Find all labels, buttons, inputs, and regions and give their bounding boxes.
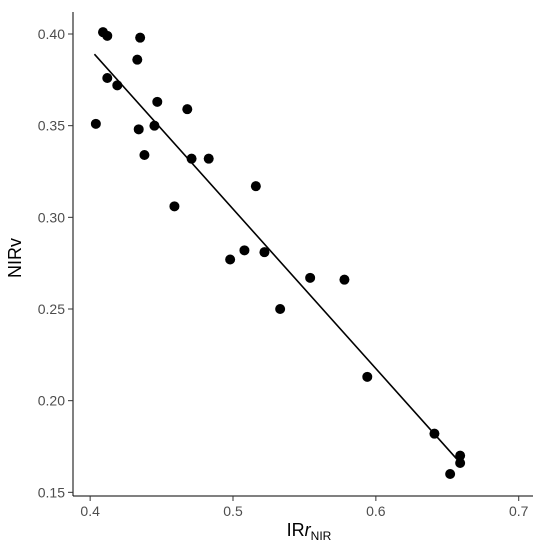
axes — [72, 12, 533, 497]
x-tick-label: 0.5 — [223, 503, 243, 519]
x-tick-label: 0.6 — [366, 503, 386, 519]
data-point — [112, 80, 123, 91]
regression-line-group — [93, 53, 460, 462]
data-point — [152, 96, 163, 107]
data-point — [250, 181, 261, 192]
y-tick-label: 0.30 — [38, 209, 65, 225]
y-tick-label: 0.40 — [38, 26, 65, 42]
y-tick-label: 0.25 — [38, 301, 65, 317]
data-point — [139, 150, 150, 160]
data-point — [455, 450, 466, 461]
data-points — [90, 27, 466, 479]
data-point — [225, 254, 236, 265]
data-point — [182, 104, 193, 115]
data-point — [90, 118, 101, 129]
x-tick-label: 0.4 — [80, 503, 100, 519]
data-point — [362, 371, 373, 382]
data-point — [259, 247, 270, 258]
y-axis-title: NIRv — [5, 238, 25, 278]
data-point — [275, 304, 286, 314]
data-point — [133, 124, 144, 135]
data-point — [102, 73, 113, 83]
y-tick-label: 0.20 — [38, 393, 65, 409]
regression-line — [93, 53, 460, 462]
x-axis-title-prefix: IR — [287, 520, 305, 540]
data-point — [203, 153, 214, 164]
y-axis-ticks: 0.15 0.20 0.25 0.30 0.35 0.40 — [38, 26, 73, 500]
x-axis-title-subscript: NIR — [311, 529, 332, 543]
data-point — [132, 54, 143, 65]
data-point — [429, 428, 440, 439]
data-point — [135, 32, 146, 43]
data-point — [169, 201, 180, 212]
y-tick-label: 0.35 — [38, 118, 65, 134]
x-tick-label: 0.7 — [509, 503, 529, 519]
x-axis-title: IRrNIR — [287, 520, 332, 543]
data-point — [445, 469, 456, 479]
data-point — [149, 120, 160, 131]
data-point — [186, 153, 197, 164]
x-axis-ticks: 0.4 0.5 0.6 0.7 — [80, 496, 529, 519]
data-point — [305, 272, 316, 283]
data-point — [102, 30, 113, 41]
data-point — [339, 274, 350, 285]
data-point — [239, 245, 250, 256]
y-tick-label: 0.15 — [38, 484, 65, 500]
data-point — [455, 458, 466, 468]
x-axis-title-italic: r — [305, 520, 312, 540]
